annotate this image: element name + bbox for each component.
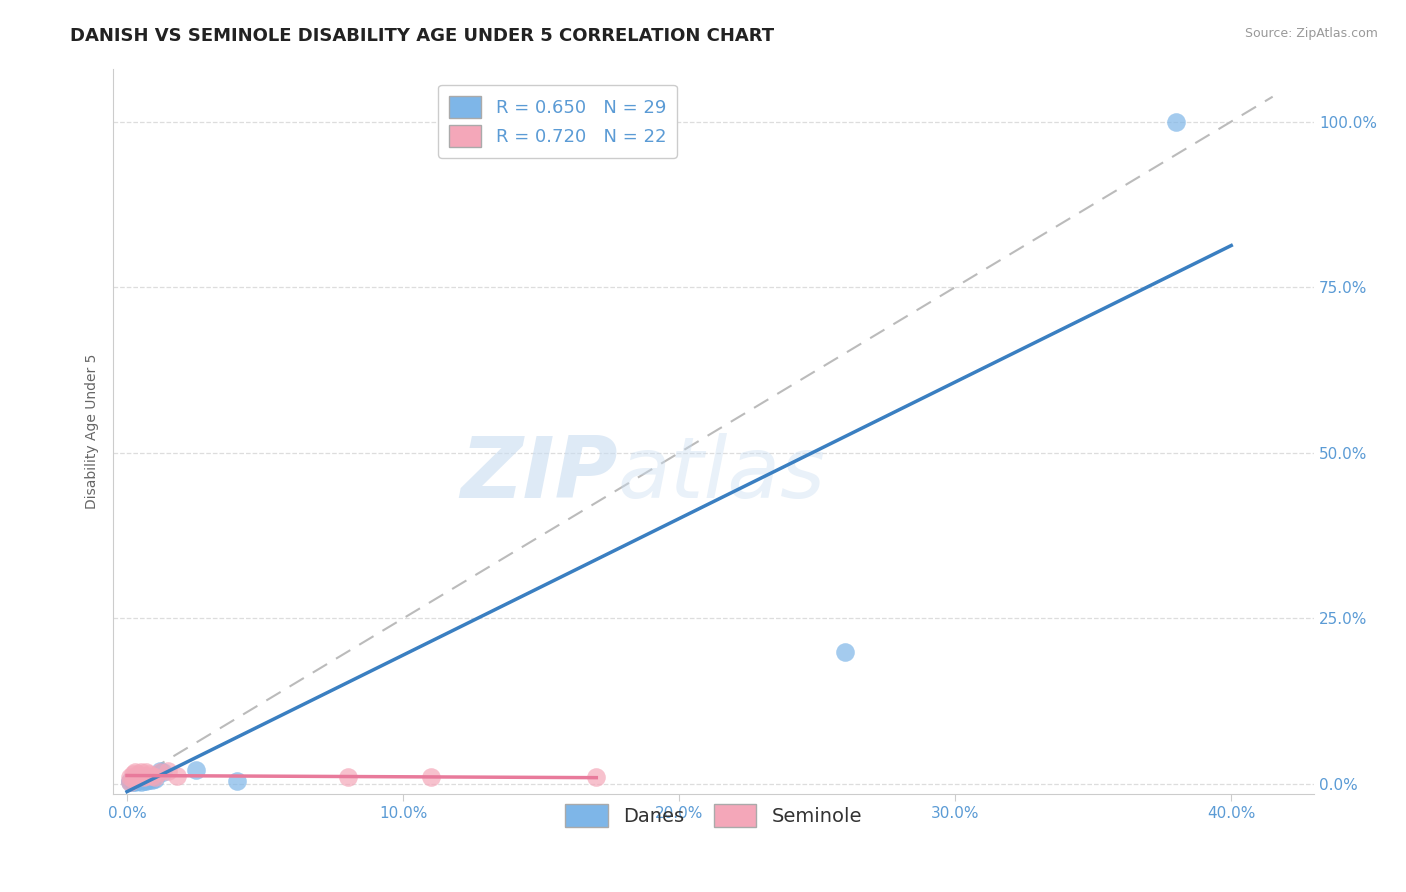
- Point: [121, 774, 143, 789]
- Point: [135, 765, 157, 780]
- Point: [129, 772, 152, 786]
- Point: [124, 773, 146, 788]
- Point: [124, 775, 146, 789]
- Point: [149, 764, 172, 778]
- Point: [132, 773, 155, 788]
- Point: [129, 775, 152, 789]
- Point: [132, 771, 155, 785]
- Legend: Danes, Seminole: Danes, Seminole: [557, 796, 870, 835]
- Point: [121, 775, 143, 789]
- Point: [121, 767, 143, 781]
- Text: Source: ZipAtlas.com: Source: ZipAtlas.com: [1244, 27, 1378, 40]
- Point: [132, 772, 155, 787]
- Point: [121, 773, 143, 788]
- Text: ZIP: ZIP: [460, 434, 617, 516]
- Point: [1164, 114, 1187, 128]
- Point: [336, 771, 359, 785]
- Point: [834, 644, 856, 658]
- Text: DANISH VS SEMINOLE DISABILITY AGE UNDER 5 CORRELATION CHART: DANISH VS SEMINOLE DISABILITY AGE UNDER …: [70, 27, 775, 45]
- Point: [127, 774, 149, 789]
- Point: [138, 773, 160, 788]
- Point: [127, 767, 149, 781]
- Point: [129, 769, 152, 783]
- Text: atlas: atlas: [617, 434, 825, 516]
- Point: [141, 769, 163, 783]
- Point: [135, 772, 157, 787]
- Point: [226, 773, 249, 788]
- Point: [124, 774, 146, 789]
- Point: [118, 775, 141, 789]
- Point: [152, 765, 174, 780]
- Point: [585, 771, 607, 785]
- Y-axis label: Disability Age Under 5: Disability Age Under 5: [86, 353, 100, 509]
- Point: [129, 765, 152, 780]
- Point: [419, 771, 441, 785]
- Point: [118, 773, 141, 788]
- Point: [124, 771, 146, 785]
- Point: [143, 771, 166, 785]
- Point: [118, 771, 141, 785]
- Point: [166, 769, 188, 783]
- Point: [184, 763, 207, 777]
- Point: [132, 771, 155, 785]
- Point: [157, 764, 180, 778]
- Point: [127, 772, 149, 787]
- Point: [127, 771, 149, 785]
- Point: [121, 772, 143, 786]
- Point: [127, 773, 149, 788]
- Point: [138, 767, 160, 781]
- Point: [129, 773, 152, 788]
- Point: [124, 772, 146, 787]
- Point: [118, 775, 141, 789]
- Point: [143, 772, 166, 786]
- Point: [135, 769, 157, 783]
- Point: [135, 773, 157, 788]
- Point: [149, 765, 172, 780]
- Point: [124, 765, 146, 780]
- Point: [141, 773, 163, 788]
